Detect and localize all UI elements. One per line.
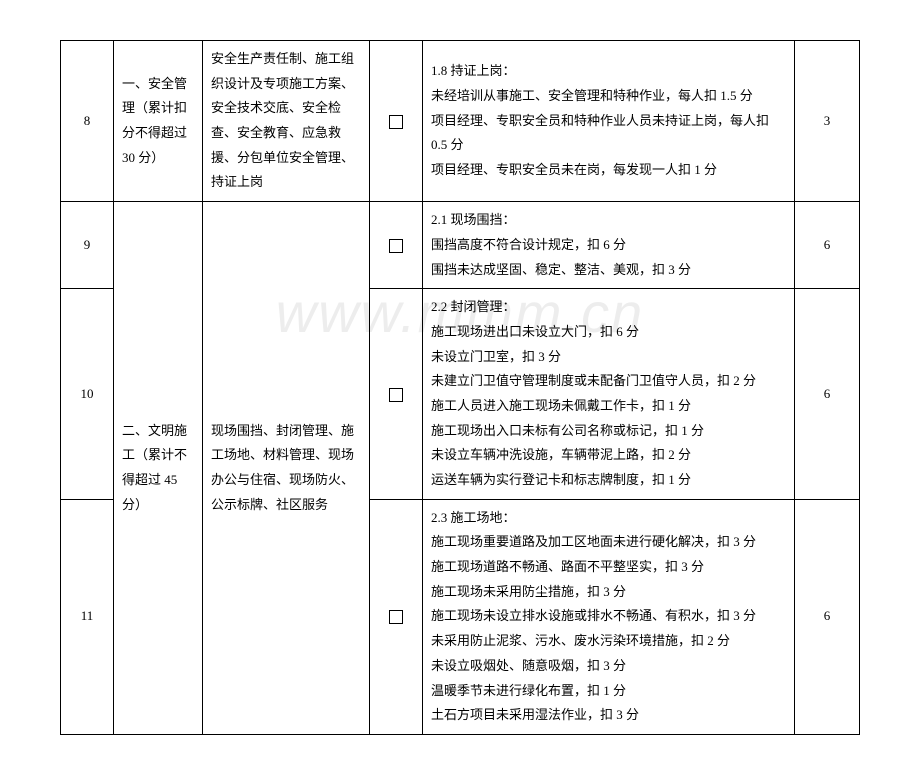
row-number: 9 <box>61 202 114 289</box>
detail-cell: 1.8 持证上岗：未经培训从事施工、安全管理和特种作业，每人扣 1.5 分项目经… <box>423 41 795 202</box>
checkbox-icon <box>389 115 403 129</box>
checkbox-icon <box>389 239 403 253</box>
checkbox-icon <box>389 388 403 402</box>
score-cell: 6 <box>795 202 860 289</box>
row-number: 8 <box>61 41 114 202</box>
description-cell: 安全生产责任制、施工组织设计及专项施工方案、安全技术交底、安全检查、安全教育、应… <box>203 41 370 202</box>
table-row: 9 二、文明施工（累计不得超过 45 分） 现场围挡、封闭管理、施工场地、材料管… <box>61 202 860 289</box>
category-cell: 二、文明施工（累计不得超过 45 分） <box>114 202 203 735</box>
checkbox-icon <box>389 610 403 624</box>
table-row: 8 一、安全管理（累计扣分不得超过 30 分） 安全生产责任制、施工组织设计及专… <box>61 41 860 202</box>
assessment-table: 8 一、安全管理（累计扣分不得超过 30 分） 安全生产责任制、施工组织设计及专… <box>60 40 860 735</box>
score-cell: 6 <box>795 499 860 734</box>
detail-cell: 2.1 现场围挡：围挡高度不符合设计规定，扣 6 分围挡未达成坚固、稳定、整洁、… <box>423 202 795 289</box>
score-cell: 6 <box>795 289 860 500</box>
checkbox-cell <box>370 41 423 202</box>
checkbox-cell <box>370 202 423 289</box>
row-number: 10 <box>61 289 114 500</box>
detail-cell: 2.2 封闭管理：施工现场进出口未设立大门，扣 6 分未设立门卫室，扣 3 分未… <box>423 289 795 500</box>
category-cell: 一、安全管理（累计扣分不得超过 30 分） <box>114 41 203 202</box>
checkbox-cell <box>370 499 423 734</box>
score-cell: 3 <box>795 41 860 202</box>
checkbox-cell <box>370 289 423 500</box>
detail-cell: 2.3 施工场地：施工现场重要道路及加工区地面未进行硬化解决，扣 3 分施工现场… <box>423 499 795 734</box>
description-cell: 现场围挡、封闭管理、施工场地、材料管理、现场办公与住宿、现场防火、公示标牌、社区… <box>203 202 370 735</box>
row-number: 11 <box>61 499 114 734</box>
